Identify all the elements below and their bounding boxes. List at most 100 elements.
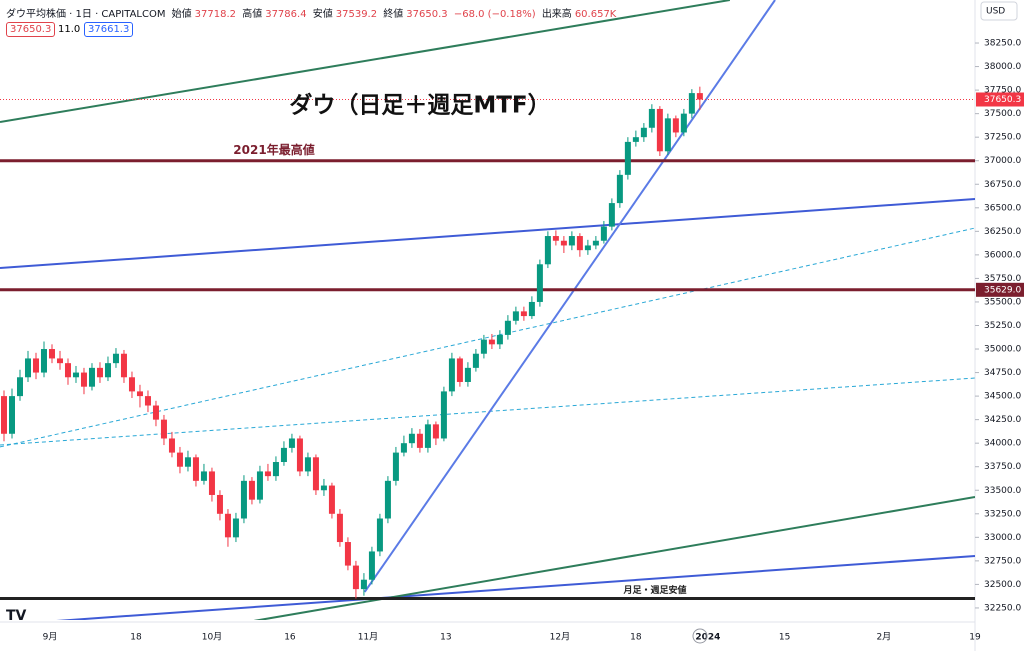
candle-body [216,494,223,514]
candle-body [352,565,359,590]
candle-body [104,363,111,378]
y-tick-label: 38000.0 [984,62,1021,72]
candle-body [544,236,551,265]
candle-body [424,424,431,448]
x-tick-label: 13 [440,633,451,643]
candle-body [80,372,87,387]
candle-body [384,480,391,519]
x-tick-label: 18 [630,633,642,643]
candle-body [464,367,471,382]
x-tick-label: 2024 [695,633,720,643]
x-tick-label: 15 [779,633,790,643]
y-tick-label: 37750.0 [984,86,1021,96]
candle-body [408,433,415,444]
candle-body [392,452,399,481]
value: 37786.4 [265,9,307,20]
candle-body [248,480,255,500]
candle-body [472,353,479,368]
candle-body [128,377,135,392]
y-tick-label: 37500.0 [984,109,1021,119]
candle-body [680,113,687,133]
y-tick-label: 35000.0 [984,345,1021,355]
candle-body [600,226,607,241]
x-tick-label: 16 [284,633,296,643]
sell-price[interactable]: 37650.3 [6,22,56,37]
candle-body [232,518,239,538]
event-icon[interactable] [692,628,708,644]
candle-body [448,358,455,392]
candle-body [328,485,335,514]
candle-body [648,108,655,128]
candle-body [176,452,183,467]
candle-body [536,264,543,302]
candle-body [168,438,175,453]
trend-line [56,554,975,620]
y-tick-label: 33000.0 [984,533,1021,543]
change: −68.0 (−0.18%) [453,9,536,20]
line-label: 月足・週足安値 [622,584,686,596]
x-tick-label: 9月 [43,632,58,643]
y-tick-label: 35250.0 [984,321,1021,331]
symbol: ダウ平均株価 · 1日 · CAPITALCOM [6,9,166,20]
trend-line [0,377,975,446]
candle-body [192,457,199,481]
candle-body [112,353,119,364]
candle-body [640,127,647,138]
candle-body [568,236,575,246]
candle-body [368,551,375,580]
buy-price[interactable]: 37661.3 [84,22,134,37]
chart-title: ダウ（日足＋週足MTF） [289,92,550,119]
candle-body [616,174,623,204]
candle-body [656,108,663,152]
y-tick-label: 33500.0 [984,486,1021,496]
candle-body [552,236,559,241]
label: 始値 [171,9,192,20]
candle-body [120,353,127,378]
candles [0,86,703,599]
candle-body [288,438,295,448]
candle-body [96,367,103,378]
price-tag-label: 35629.0 [984,285,1021,295]
candle-body [312,457,319,491]
candle-body [440,391,447,439]
candle-body [8,396,15,434]
candle-body [184,457,191,467]
candle-body [632,137,639,142]
candle-body [64,363,71,378]
y-tick-label: 36000.0 [984,250,1021,260]
price-tag-label: 37650.3 [984,95,1021,105]
candle-body [608,203,615,227]
candle-body [0,396,7,434]
y-tick-label: 37000.0 [984,156,1021,166]
candle-body [320,485,327,491]
x-tick-label: 18 [130,633,142,643]
candle-body [432,424,439,439]
candle-body [624,141,631,175]
label: 高値 [242,9,263,20]
candle-body [496,334,503,345]
trend-line [253,496,975,620]
trend-line [0,198,975,270]
y-tick-label: 32750.0 [984,556,1021,566]
candle-body [456,358,463,382]
y-tick-label: 34750.0 [984,368,1021,378]
candle-body [16,377,23,397]
y-tick-label: 37250.0 [984,133,1021,143]
y-tick-label: 35750.0 [984,274,1021,284]
candle-body [88,367,95,387]
y-tick-label: 36250.0 [984,227,1021,237]
candle-body [488,339,495,345]
price-tag [976,282,1024,297]
candle-body [296,438,303,472]
y-tick-label: 36500.0 [984,203,1021,213]
y-tick-label: 33750.0 [984,462,1021,472]
candle-body [416,433,423,448]
currency-box[interactable] [980,1,1018,21]
y-tick-label: 36750.0 [984,180,1021,190]
candle-body [256,471,263,500]
x-tick-label: 19 [969,633,981,643]
candle-body [560,240,567,246]
candle-body [664,118,671,152]
candle-body [160,419,167,439]
